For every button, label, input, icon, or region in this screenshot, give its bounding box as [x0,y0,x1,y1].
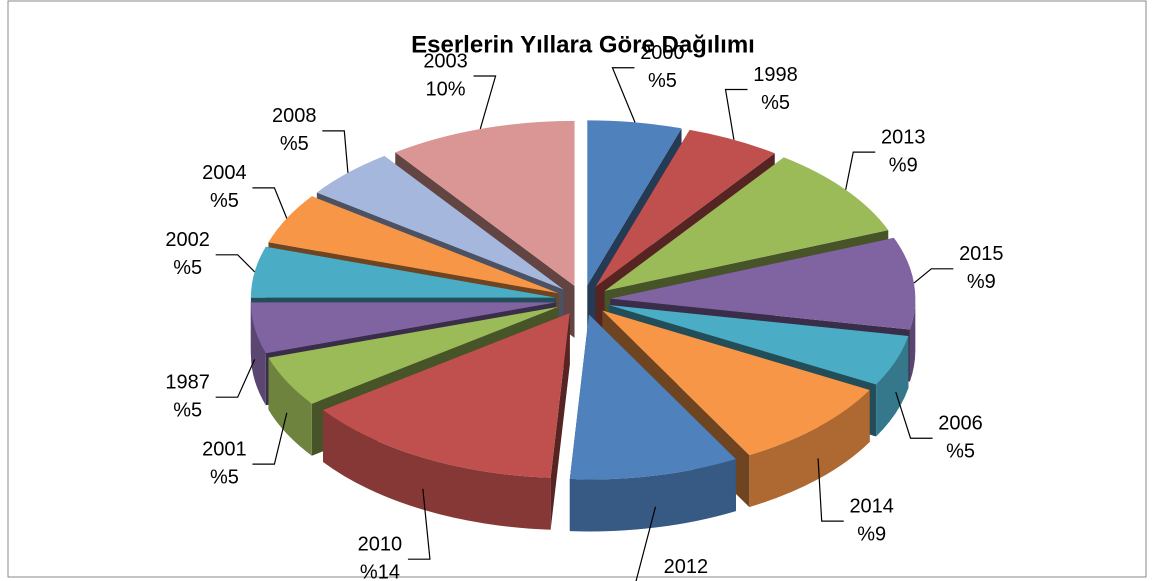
data-label-category: 2008 [272,105,317,127]
data-label-value: %5 [210,190,239,212]
leader-line [252,412,288,465]
slice-top [610,237,916,330]
data-label-value: %5 [173,399,202,421]
data-label-category: 2010 [358,533,403,555]
data-label-value: %9 [857,523,886,545]
slice-side [749,389,870,508]
leader-line [817,458,844,522]
data-label-category: 1987 [165,371,210,393]
data-label-value: %5 [210,466,239,488]
slice-top [604,157,889,291]
chart-title: Eserlerin Yıllara Göre Dağılımı [411,31,755,58]
leader-line [322,130,349,173]
slice-top [268,306,559,404]
data-label-category: 2003 [423,50,468,72]
slice-side [250,302,266,406]
slice-cut-face [550,313,570,530]
leader-line [635,506,658,581]
slice-top [569,314,736,480]
slice-top [323,313,570,478]
data-label-value: %9 [967,271,996,293]
leader-line [895,391,933,439]
data-label-value: %5 [761,92,790,114]
data-label-category: 2002 [165,229,210,251]
data-label-category: 2013 [881,126,926,148]
slice-top [250,246,556,298]
leader-line [473,75,497,130]
leader-line [611,67,636,123]
slice-top [608,305,909,385]
slice-top [595,129,775,287]
leader-line [407,488,431,560]
slice-side [876,335,909,437]
slice-side [909,298,916,382]
leader-line [724,88,748,140]
leader-line [252,187,288,219]
leader-line [215,359,256,398]
slice-top [602,310,870,456]
slice-top [250,302,556,354]
data-label-value: %5 [946,440,975,462]
slice-top [587,120,682,286]
data-label-category: 1998 [753,64,798,86]
data-label-value: %14 [360,561,400,581]
pie-slice [569,314,736,532]
slice-side [323,409,551,530]
data-label-value: %5 [648,70,677,92]
data-label-category: 2006 [938,412,983,434]
data-label-category: 2015 [959,243,1004,265]
data-label-category: 2014 [849,495,894,517]
data-label-value: %9 [889,154,918,176]
slice-top [395,120,575,286]
data-label-value: %5 [280,133,309,155]
slice-side [268,357,312,456]
slice-top [268,196,559,294]
data-label-category: 2000 [640,42,685,64]
data-label-category: 2001 [202,438,247,460]
data-label-value: %5 [173,257,202,279]
pie-slice [323,313,570,530]
leader-line [913,268,954,284]
leader-line [215,254,256,273]
leader-line [845,151,876,190]
data-label-category: 2012 [664,556,709,578]
slice-top [316,156,564,290]
data-label-category: 2004 [202,162,247,184]
slice-side [569,459,736,532]
data-label-value: 10% [426,78,466,100]
